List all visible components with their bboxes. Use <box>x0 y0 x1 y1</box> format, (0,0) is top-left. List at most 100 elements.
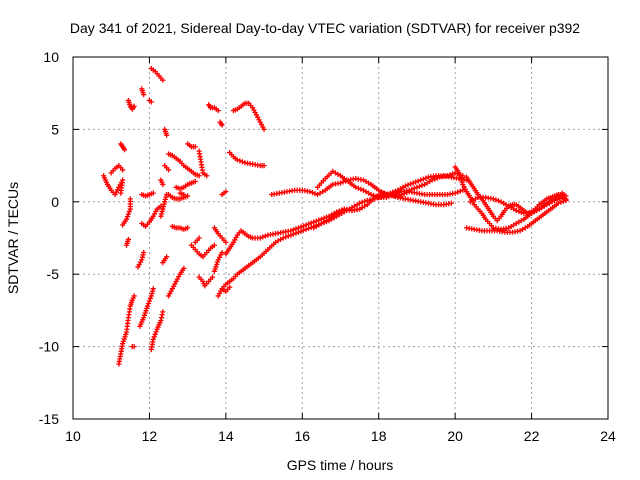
data-point <box>355 185 361 191</box>
data-point <box>215 107 221 114</box>
x-axis-label: GPS time / hours <box>287 457 394 473</box>
data-point <box>455 189 461 195</box>
data-point <box>357 200 363 206</box>
data-point <box>416 183 423 189</box>
data-point <box>280 235 286 241</box>
axis-ticks: 10 12 14 16 18 20 22 24 10 5 0 -5 -10 -15 <box>39 49 616 444</box>
data-point <box>495 198 502 204</box>
data-point <box>260 234 266 240</box>
data-point <box>452 190 458 196</box>
data-point <box>295 229 302 235</box>
data-point <box>120 167 126 173</box>
data-point <box>147 295 153 302</box>
data-point <box>192 178 198 185</box>
x-tick-label: 16 <box>294 428 310 444</box>
data-point <box>150 336 156 342</box>
data-point <box>145 300 152 307</box>
data-point <box>373 193 379 200</box>
data-point <box>444 173 451 179</box>
data-point <box>316 217 322 223</box>
data-point <box>414 184 420 190</box>
data-point <box>405 182 411 188</box>
data-point <box>563 197 569 203</box>
x-tick-label: 10 <box>65 428 81 444</box>
data-point <box>131 103 137 109</box>
data-point <box>290 231 296 237</box>
y-tick-label: -10 <box>39 339 59 355</box>
data-point <box>415 178 421 184</box>
data-point <box>160 77 166 83</box>
data-point <box>371 192 377 199</box>
data-point <box>402 183 409 189</box>
data-point <box>429 177 435 183</box>
data-point <box>434 175 440 181</box>
data-point <box>125 236 132 243</box>
data-point <box>359 199 365 205</box>
data-point <box>406 187 412 193</box>
data-point <box>262 233 268 239</box>
data-point <box>563 193 569 199</box>
y-tick-label: 0 <box>51 194 59 210</box>
y-tick-label: -5 <box>47 266 60 282</box>
data-point <box>125 211 132 217</box>
data-point <box>432 176 438 182</box>
data-point <box>131 344 137 350</box>
data-point <box>165 167 172 173</box>
data-point <box>257 235 263 241</box>
data-point <box>298 224 304 230</box>
data-point <box>211 242 217 248</box>
data-point <box>410 180 416 186</box>
chart-title: Day 341 of 2021, Sidereal Day-to-day VTE… <box>70 20 580 36</box>
data-point <box>391 191 397 198</box>
data-point <box>555 200 561 206</box>
data-point <box>126 208 132 215</box>
data-point <box>164 132 170 138</box>
data-point <box>118 190 124 196</box>
data-point <box>150 190 156 196</box>
data-point <box>312 190 318 197</box>
data-point <box>185 225 191 231</box>
data-point <box>411 185 417 191</box>
data-point <box>306 225 312 231</box>
data-point <box>418 177 424 183</box>
data-point <box>393 190 400 197</box>
data-point <box>283 234 289 240</box>
data-point <box>420 176 426 182</box>
data-point <box>307 189 313 195</box>
data-point <box>413 179 419 185</box>
data-point <box>396 190 402 196</box>
data-point <box>306 221 312 227</box>
data-point <box>295 225 302 231</box>
data-point <box>153 329 159 335</box>
data-point <box>353 184 359 190</box>
data-point <box>196 235 202 241</box>
data-point <box>383 194 389 201</box>
data-point <box>447 172 453 178</box>
data-point <box>237 158 243 164</box>
data-point <box>409 186 415 192</box>
data-point <box>300 223 307 229</box>
grid <box>73 57 608 419</box>
data-point <box>146 298 153 304</box>
data-point <box>309 190 316 196</box>
data-point <box>518 209 524 216</box>
data-point <box>123 216 130 222</box>
data-point <box>493 197 499 203</box>
data-point <box>311 219 317 225</box>
data-point <box>308 220 314 226</box>
data-points <box>100 65 569 367</box>
data-point <box>181 265 187 272</box>
data-point <box>160 181 166 188</box>
x-tick-label: 24 <box>600 428 616 444</box>
data-point <box>151 334 157 340</box>
data-point <box>490 196 496 202</box>
data-point <box>124 214 131 220</box>
y-tick-label: -15 <box>39 411 59 427</box>
data-point <box>290 227 296 233</box>
data-point <box>141 249 147 256</box>
data-point <box>457 188 463 194</box>
data-point <box>219 122 225 128</box>
data-point <box>513 207 519 214</box>
data-point <box>448 200 454 206</box>
data-point <box>160 309 166 315</box>
